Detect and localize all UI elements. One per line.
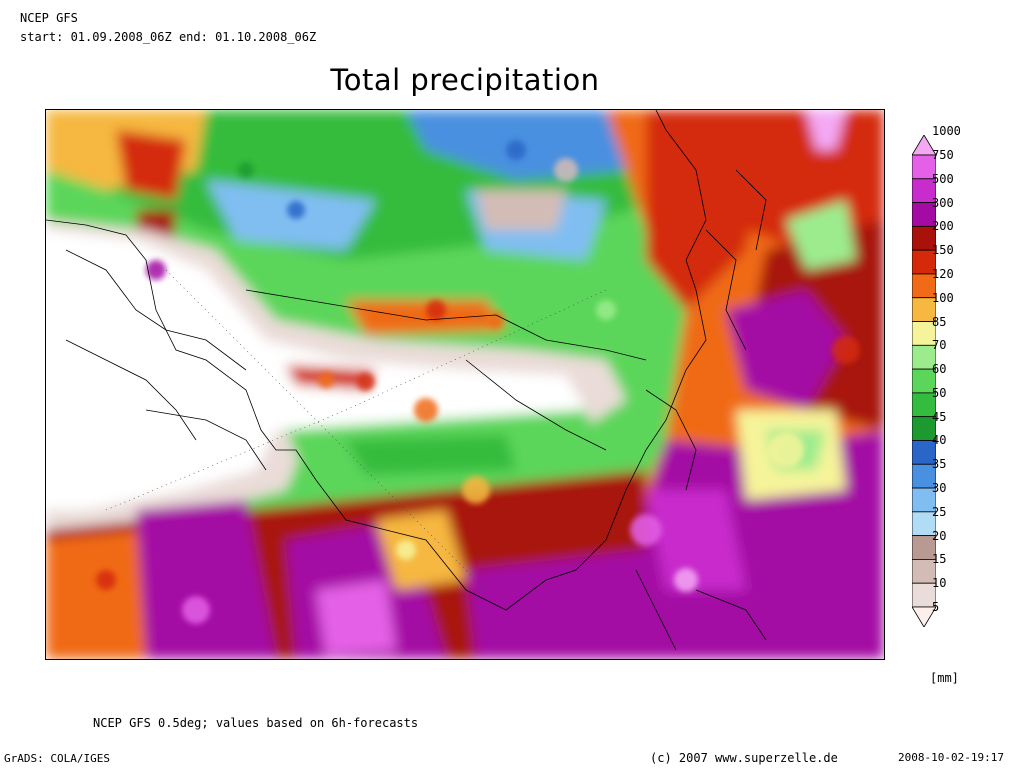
precipitation-map [45, 109, 885, 660]
colorbar-swatch [912, 606, 936, 627]
precip-field [46, 110, 884, 659]
colorbar-label: 40 [932, 433, 947, 448]
forecast-period: start: 01.09.2008_06Z end: 01.10.2008_06… [20, 30, 317, 44]
colorbar [912, 135, 936, 627]
colorbar-label: 30 [932, 481, 947, 496]
colorbar-label: 35 [932, 457, 947, 472]
colorbar-label: 750 [932, 148, 954, 162]
colorbar-label: 70 [932, 338, 947, 353]
colorbar-label: 120 [932, 266, 954, 281]
colorbar-label: 5 [932, 600, 940, 614]
colorbar-label: 25 [932, 504, 947, 519]
page-title: Total precipitation [330, 63, 600, 97]
grads-credit: GrADS: COLA/IGES [4, 752, 110, 765]
colorbar-label: 45 [932, 409, 947, 424]
unit-label: [mm] [930, 671, 959, 685]
colorbar-label: 15 [932, 552, 947, 567]
precip-texture [96, 140, 860, 624]
coastlines [46, 110, 767, 651]
colorbar-label: 60 [932, 362, 947, 377]
colorbar-label: 20 [932, 528, 947, 543]
colorbar-label: 85 [932, 314, 947, 329]
colorbar-label: 100 [932, 290, 954, 305]
colorbar-label: 50 [932, 385, 947, 400]
graticule [105, 269, 607, 591]
colorbar-label: 200 [932, 219, 954, 234]
colorbar-label: 300 [932, 195, 954, 210]
copyright-credit: (c) 2007 www.superzelle.de [650, 751, 838, 765]
colorbar-label: 500 [932, 171, 954, 186]
colorbar-label: 1000 [932, 124, 961, 139]
colorbar-label: 150 [932, 243, 954, 258]
footnote: NCEP GFS 0.5deg; values based on 6h-fore… [93, 716, 419, 730]
timestamp: 2008-10-02-19:17 [898, 751, 1004, 764]
model-name: NCEP GFS [20, 11, 78, 25]
colorbar-label: 10 [932, 576, 947, 591]
